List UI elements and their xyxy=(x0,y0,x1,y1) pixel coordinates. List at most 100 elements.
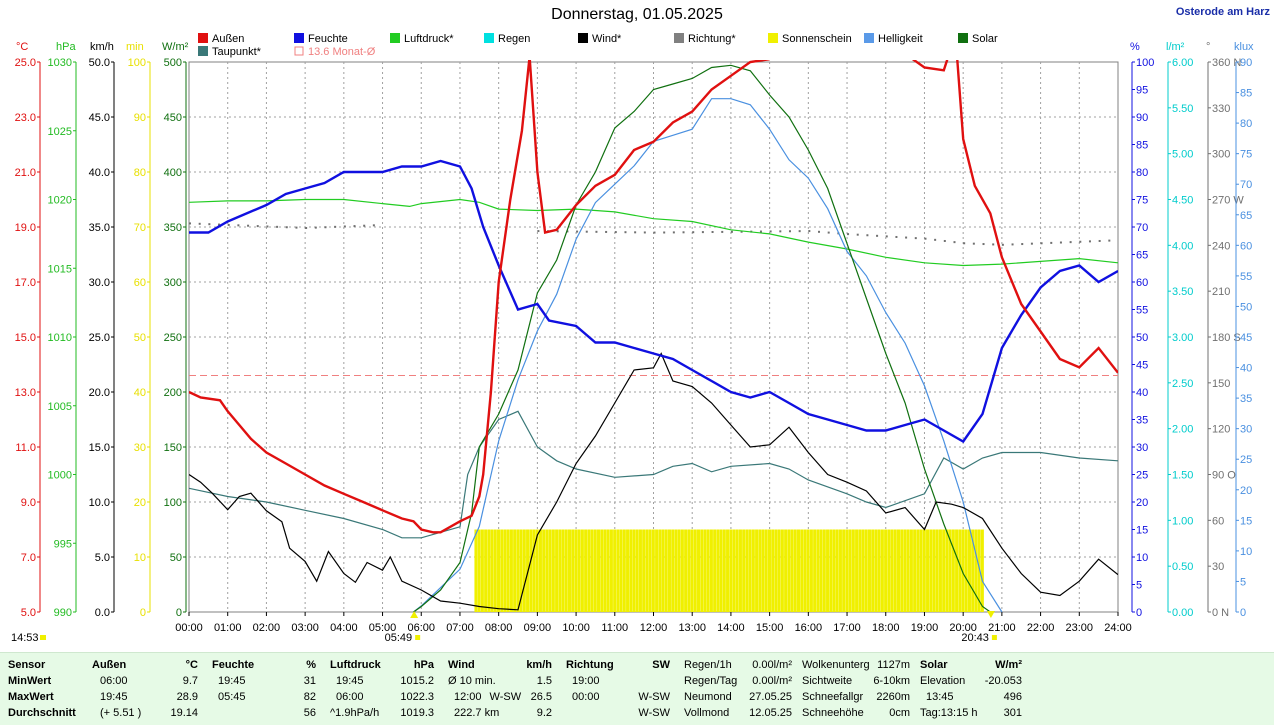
sunshine-bar xyxy=(580,529,584,612)
right-axis-tick-label: 3.50 xyxy=(1172,286,1193,298)
direction-dot xyxy=(363,224,366,227)
left-axis-tick-label: 15.0 xyxy=(89,442,110,454)
sunshine-bar xyxy=(667,529,671,612)
sunshine-bar xyxy=(755,529,759,612)
right-axis-tick-label: 5.00 xyxy=(1172,149,1193,161)
sunshine-bar xyxy=(658,529,662,612)
direction-dot xyxy=(856,233,859,236)
left-axis-tick-label: 1005 xyxy=(48,401,72,413)
right-axis-tick-label: 25 xyxy=(1240,454,1252,466)
direction-dot xyxy=(266,225,269,228)
right-axis-tick-label: 180 S xyxy=(1212,332,1241,344)
right-axis-tick-label: 0.50 xyxy=(1172,561,1193,573)
left-axis-tick-label: 500 xyxy=(164,57,182,69)
feuchte-max: 82 xyxy=(303,691,316,703)
sunshine-bar xyxy=(564,529,568,612)
sunshine-bar xyxy=(697,529,701,612)
direction-dot xyxy=(218,223,221,226)
wind-avg-note: 222.7 km xyxy=(454,707,500,719)
right-axis-tick-label: 2.00 xyxy=(1172,424,1193,436)
x-axis-tick-label: 20:00 xyxy=(949,622,977,634)
sunrise-label: 05:49 xyxy=(385,632,413,644)
left-axis-tick-label: 300 xyxy=(164,277,182,289)
left-axis-unit: min xyxy=(126,41,144,53)
sunshine-bar xyxy=(855,529,859,612)
feuchte-name: Feuchte xyxy=(212,659,255,671)
left-axis-tick-label: 1020 xyxy=(48,195,72,207)
direction-dot xyxy=(943,239,946,242)
direction-dot xyxy=(1011,243,1014,246)
x-axis-tick-label: 09:00 xyxy=(524,622,552,634)
sunshine-bar xyxy=(626,529,630,612)
direction-dot xyxy=(189,222,191,225)
direction-dot xyxy=(1030,242,1033,245)
sunshine-bar xyxy=(664,529,668,612)
right-axis-tick-label: 85 xyxy=(1136,140,1148,152)
solar-label-1: 13:45 xyxy=(926,691,954,703)
sunshine-bar xyxy=(506,529,510,612)
sunshine-bar xyxy=(709,529,713,612)
sunshine-bar xyxy=(671,529,675,612)
sunshine-bar xyxy=(938,529,942,612)
row-label-min: MinWert xyxy=(8,675,52,687)
sunshine-bar xyxy=(980,529,984,612)
x-axis-tick-label: 11:00 xyxy=(601,622,628,634)
sunshine-bar xyxy=(622,529,626,612)
right-axis-tick-label: 15 xyxy=(1240,515,1252,527)
direction-dot xyxy=(537,230,540,233)
sunshine-bar xyxy=(867,529,871,612)
sunshine-bar xyxy=(916,529,920,612)
legend-swatch xyxy=(294,46,304,56)
legend-swatch xyxy=(958,33,968,43)
direction-dot xyxy=(314,226,317,229)
sunshine-bar xyxy=(880,529,884,612)
aussen-min: 9.7 xyxy=(182,675,198,687)
right-axis-tick-label: 1.50 xyxy=(1172,470,1193,482)
right-axis-tick-label: 45 xyxy=(1240,332,1252,344)
left-axis-tick-label: 40.0 xyxy=(89,167,110,179)
sunshine-bar xyxy=(474,529,478,612)
right-axis-tick-label: 270 W xyxy=(1212,195,1244,207)
richtung-max-time: 00:00 xyxy=(572,691,600,703)
sunshine-bar xyxy=(487,529,491,612)
x-axis-tick-label: 15:00 xyxy=(756,622,784,634)
sunshine-bar xyxy=(903,529,907,612)
direction-dot xyxy=(769,230,772,233)
right-axis-unit: klux xyxy=(1234,41,1254,53)
x-axis-tick-label: 06:00 xyxy=(407,622,435,634)
row-labels: Sensor MinWert MaxWert Durchschnitt xyxy=(8,657,76,721)
sunshine-bar xyxy=(542,529,546,612)
col-wolken: Wolkenunterg 1127m Sichtweite 6-10km Schne… xyxy=(802,657,912,721)
direction-dot xyxy=(285,226,288,229)
sunshine-bar xyxy=(826,529,830,612)
sunshine-bar xyxy=(535,529,539,612)
sunshine-bar xyxy=(945,529,949,612)
left-axis-tick-label: 19.0 xyxy=(15,222,36,234)
left-axis-tick-label: 1025 xyxy=(48,126,72,138)
direction-dot xyxy=(905,236,908,239)
right-axis-tick-label: 1.00 xyxy=(1172,515,1193,527)
sunshine-bar xyxy=(490,529,494,612)
legend-swatch xyxy=(768,33,778,43)
left-axis-tick-label: 0 xyxy=(176,607,182,619)
left-axis-tick-label: 30 xyxy=(134,442,146,454)
sunshine-bar xyxy=(838,529,842,612)
sunshine-bar xyxy=(509,529,513,612)
left-axis-tick-label: 21.0 xyxy=(15,167,36,179)
left-axis-tick-label: 1010 xyxy=(48,332,72,344)
direction-dot xyxy=(788,230,791,233)
left-axis-tick-label: 60 xyxy=(134,277,146,289)
direction-dot xyxy=(759,230,762,233)
left-axis-tick-label: 35.0 xyxy=(89,222,110,234)
right-axis-tick-label: 20 xyxy=(1136,497,1148,509)
right-axis-tick-label: 45 xyxy=(1136,360,1148,372)
sunshine-bar xyxy=(742,529,746,612)
right-axis-tick-label: 90 O xyxy=(1212,470,1236,482)
left-axis-tick-label: 450 xyxy=(164,112,182,124)
direction-dot xyxy=(818,230,821,233)
current-time-mark xyxy=(40,635,46,640)
legend-swatch xyxy=(674,33,684,43)
wolken-label-3: Schneehöhe xyxy=(802,707,864,719)
sunshine-bar xyxy=(738,529,742,612)
sunshine-bar xyxy=(480,529,484,612)
